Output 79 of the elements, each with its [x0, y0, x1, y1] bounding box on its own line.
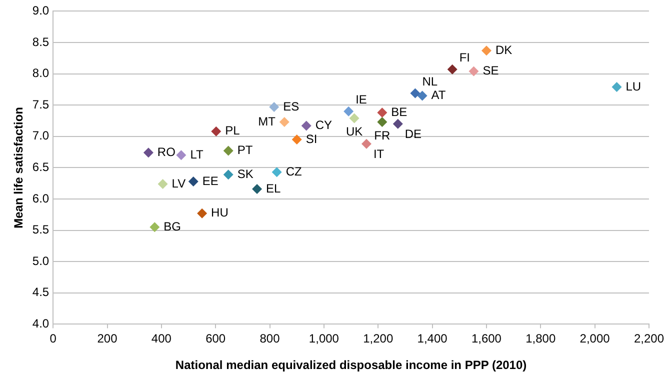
point — [377, 117, 388, 127]
point — [468, 66, 479, 76]
series-label: IE — [356, 92, 367, 107]
x-tick-label: 2,000 — [580, 332, 610, 346]
x-axis-title: National median equivalized disposable income in PPP (2010) — [175, 358, 527, 372]
y-axis-title: Mean life satisfaction — [12, 107, 26, 228]
point — [176, 150, 186, 160]
series-label: ES — [283, 99, 300, 114]
series-label: UK — [346, 124, 363, 139]
x-tick-label: 2,200 — [634, 332, 664, 346]
point — [158, 178, 168, 189]
point — [272, 167, 282, 178]
series-label: BE — [391, 104, 408, 119]
y-tick-label: 4.0 — [32, 316, 50, 331]
point — [197, 208, 208, 218]
y-tick-label: 6.5 — [32, 160, 50, 174]
point — [377, 108, 388, 118]
x-tick-label: 1,600 — [471, 332, 502, 346]
series-label: AT — [431, 88, 446, 102]
series-label: HU — [211, 206, 228, 220]
series-label: MT — [258, 114, 276, 128]
series-label: CY — [315, 118, 332, 132]
point — [292, 134, 302, 145]
series-label: SK — [237, 166, 254, 181]
point — [223, 146, 234, 156]
x-tick-label: 1,800 — [526, 332, 556, 346]
y-tick-label: 7.5 — [32, 97, 50, 112]
y-tick-label: 4.5 — [32, 285, 50, 300]
series-label: EL — [266, 181, 282, 196]
point — [223, 170, 234, 180]
series-label: PT — [237, 143, 254, 158]
series-label: IT — [373, 147, 385, 162]
series-label: CZ — [286, 164, 302, 178]
series-label: LU — [626, 79, 642, 94]
y-tick-label: 9.0 — [32, 4, 50, 18]
y-tick-label: 5.0 — [32, 254, 50, 268]
series-label: PL — [225, 124, 240, 138]
series-label: DE — [404, 127, 422, 142]
x-tick-label: 600 — [206, 332, 226, 346]
point — [410, 88, 420, 98]
x-tick-label: 800 — [260, 332, 280, 346]
series-label: LT — [190, 147, 204, 162]
y-tick-label: 5.5 — [32, 222, 50, 237]
series-label: NL — [422, 74, 438, 89]
x-tick-label: 1,000 — [308, 332, 340, 346]
x-tick-label: 200 — [97, 332, 118, 346]
series-label: RO — [157, 144, 176, 159]
x-tick-label: 400 — [151, 332, 172, 346]
series-label: DK — [495, 42, 512, 57]
point — [143, 148, 154, 158]
point — [252, 184, 262, 194]
point — [447, 64, 458, 74]
y-tick-label: 8.0 — [32, 66, 50, 80]
series-label: EE — [202, 174, 218, 188]
series-label: FI — [459, 50, 470, 65]
x-tick-label: 1,200 — [363, 332, 394, 346]
series-label: SE — [482, 64, 499, 78]
point — [344, 106, 354, 116]
series-label: LV — [172, 176, 186, 190]
point — [211, 126, 222, 136]
point — [417, 90, 428, 101]
y-tick-label: 8.5 — [32, 34, 50, 49]
series-label: SI — [306, 132, 318, 146]
point — [361, 138, 372, 149]
point — [349, 113, 360, 124]
y-tick-label: 7.0 — [32, 128, 50, 143]
point — [301, 120, 312, 131]
point — [269, 102, 280, 112]
point — [612, 82, 622, 92]
point — [279, 117, 290, 127]
y-tick-label: 6.0 — [32, 191, 50, 206]
x-tick-label: 1,400 — [417, 332, 448, 346]
series-label: BG — [164, 219, 181, 234]
point — [150, 222, 160, 232]
point — [481, 46, 492, 56]
point — [188, 176, 198, 186]
x-tick-label: 0 — [50, 332, 57, 346]
series-label: FR — [374, 128, 391, 142]
point — [392, 118, 403, 129]
